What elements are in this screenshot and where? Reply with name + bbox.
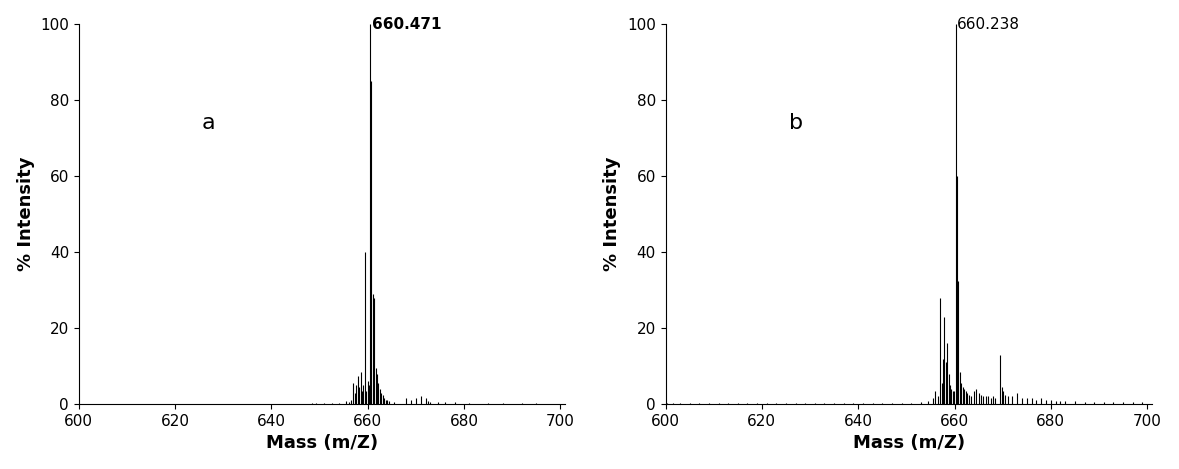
Text: 660.238: 660.238 (957, 17, 1020, 32)
Text: b: b (789, 113, 803, 133)
X-axis label: Mass (m/Z): Mass (m/Z) (266, 434, 378, 452)
Y-axis label: % Intensity: % Intensity (17, 157, 34, 272)
Text: a: a (202, 113, 216, 133)
Text: 660.471: 660.471 (371, 17, 441, 32)
Y-axis label: % Intensity: % Intensity (604, 157, 621, 272)
X-axis label: Mass (m/Z): Mass (m/Z) (852, 434, 964, 452)
